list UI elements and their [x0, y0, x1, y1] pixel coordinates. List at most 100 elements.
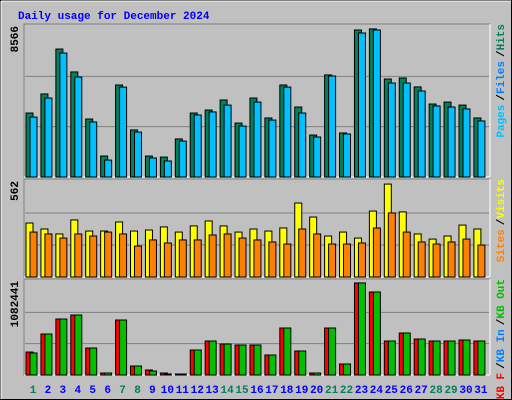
- bar: [298, 112, 307, 178]
- bar: [372, 29, 381, 178]
- x-tick-label: 1: [30, 385, 37, 397]
- bar: [74, 233, 83, 278]
- bar: [402, 332, 411, 376]
- bar: [89, 347, 98, 376]
- bar: [134, 245, 143, 278]
- bar: [163, 242, 172, 278]
- bar: [44, 97, 53, 178]
- bar: [134, 365, 143, 376]
- x-tick-label: 12: [191, 385, 204, 397]
- bar: [44, 333, 53, 376]
- bar: [148, 157, 157, 178]
- x-tick-label: 28: [430, 385, 444, 397]
- bar: [283, 243, 292, 278]
- bar: [29, 116, 38, 178]
- bar: [357, 282, 366, 376]
- bar: [402, 231, 411, 278]
- legend-entry: Sites: [496, 229, 508, 262]
- bar: [29, 352, 38, 376]
- bar: [178, 373, 187, 376]
- bar: [44, 233, 53, 278]
- x-tick-label: 22: [340, 385, 353, 397]
- bar: [238, 237, 247, 278]
- x-tick-label: 24: [370, 385, 384, 397]
- bar: [119, 319, 128, 376]
- bar: [462, 238, 471, 278]
- x-tick-label: 31: [474, 385, 488, 397]
- bar: [223, 233, 232, 278]
- bar: [104, 231, 113, 278]
- x-tick-label: 9: [149, 385, 156, 397]
- bar: [447, 340, 456, 376]
- legend-entry: Visits: [496, 179, 508, 219]
- bar: [59, 52, 68, 178]
- bar: [193, 114, 202, 178]
- bar: [74, 314, 83, 376]
- legend-separator: /: [496, 218, 508, 225]
- x-tick-label: 19: [295, 385, 308, 397]
- bar: [462, 339, 471, 376]
- x-tick-label: 7: [119, 385, 126, 397]
- bar: [328, 75, 337, 178]
- bar: [119, 233, 128, 278]
- legend-entry: Pages: [496, 105, 508, 138]
- bar: [223, 104, 232, 178]
- bar: [208, 111, 217, 178]
- x-tick-label: 21: [325, 385, 339, 397]
- legend-entry: Hits: [496, 24, 508, 50]
- legend-separator: /: [496, 318, 508, 325]
- bar: [104, 372, 113, 376]
- bar: [462, 108, 471, 178]
- x-tick-label: 25: [385, 385, 399, 397]
- bar: [447, 241, 456, 278]
- bar: [313, 233, 322, 278]
- bar: [208, 234, 217, 278]
- bar: [357, 242, 366, 278]
- bar: [238, 125, 247, 178]
- legend-separator: /: [496, 50, 508, 57]
- y-tick-label: 8566: [10, 26, 22, 52]
- bar: [372, 291, 381, 376]
- bar: [268, 354, 277, 376]
- bar: [223, 343, 232, 376]
- bar: [59, 237, 68, 278]
- bar: [432, 340, 441, 376]
- legend-entry: KB Out: [496, 279, 508, 319]
- bar: [163, 160, 172, 178]
- bar: [74, 76, 83, 178]
- x-tick-label: 30: [459, 385, 472, 397]
- bar: [283, 86, 292, 178]
- bar: [148, 239, 157, 278]
- x-tick-label: 8: [134, 385, 141, 397]
- y-tick-label: 562: [10, 181, 22, 201]
- bar: [104, 159, 113, 178]
- bar: [343, 363, 352, 376]
- bar: [402, 82, 411, 178]
- legend: KB F/KB In/KB Out: [496, 279, 508, 399]
- x-tick-label: 14: [220, 385, 234, 397]
- x-tick-label: 4: [74, 385, 81, 397]
- bar: [432, 243, 441, 278]
- bar: [59, 318, 68, 376]
- bar: [148, 370, 157, 376]
- x-tick-label: 5: [89, 385, 96, 397]
- bar: [313, 372, 322, 376]
- bar: [328, 327, 337, 376]
- bar: [417, 338, 426, 376]
- bar: [178, 140, 187, 178]
- bar: [477, 244, 486, 278]
- bar: [417, 241, 426, 278]
- x-tick-label: 23: [355, 385, 369, 397]
- bar: [372, 227, 381, 278]
- bar: [29, 231, 38, 278]
- x-tick-label: 6: [104, 385, 111, 397]
- bar: [298, 350, 307, 376]
- bar: [253, 239, 262, 278]
- bar: [268, 241, 277, 278]
- x-tick-label: 2: [45, 385, 52, 397]
- x-tick-label: 13: [206, 385, 220, 397]
- bar: [119, 86, 128, 178]
- x-tick-label: 10: [161, 385, 174, 397]
- bar: [193, 349, 202, 376]
- bar: [328, 243, 337, 278]
